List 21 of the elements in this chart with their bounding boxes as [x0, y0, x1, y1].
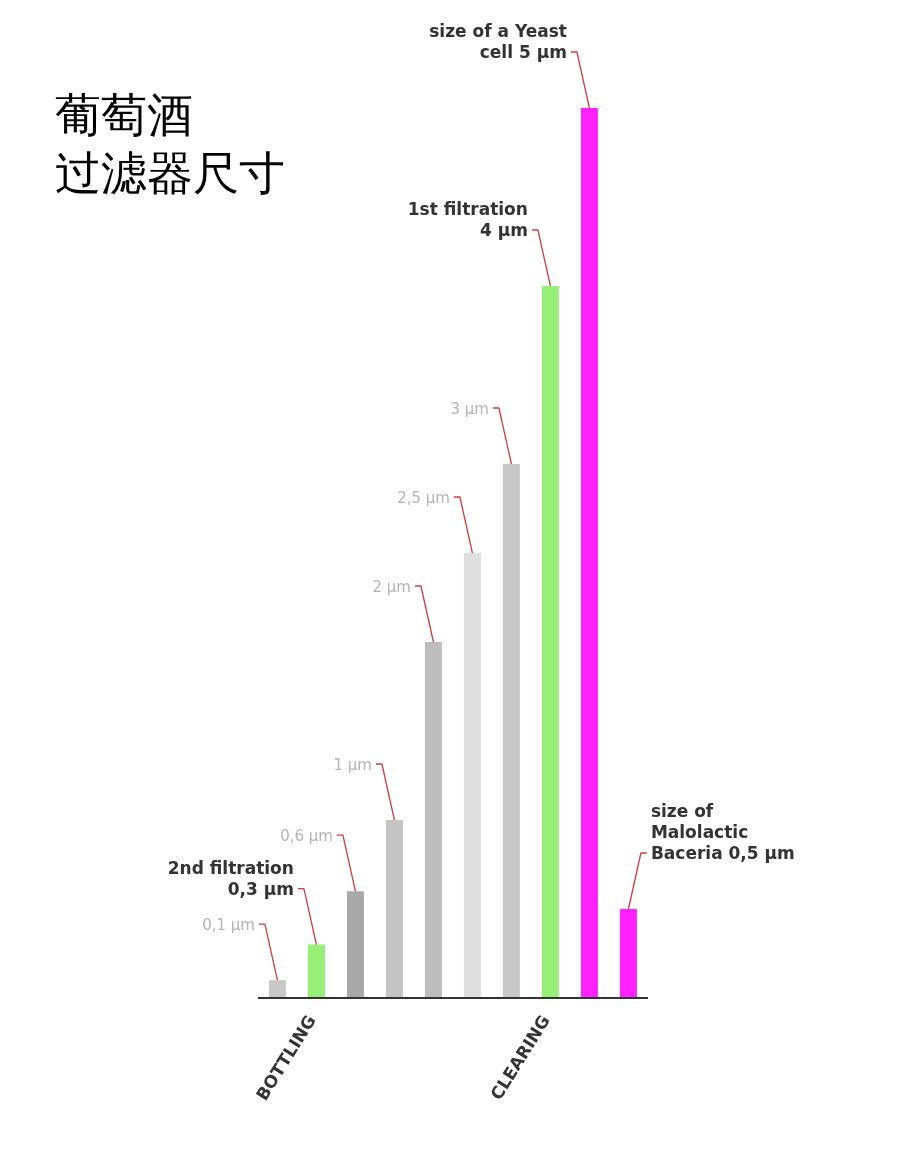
- data-label: 1 µm: [333, 756, 372, 774]
- data-label: 1st filtration 4 µm: [407, 199, 528, 240]
- data-label: size of a Yeast cell 5 µm: [429, 21, 567, 62]
- data-label: 3 µm: [450, 400, 489, 418]
- bar: [385, 820, 403, 998]
- data-label: 2 µm: [372, 578, 411, 596]
- data-label: size of Malolactic Baceria 0,5 µm: [650, 801, 795, 863]
- data-label: 2,5 µm: [397, 489, 450, 507]
- chart-title: 葡萄酒过滤器尺寸: [55, 87, 285, 202]
- bar: [541, 286, 559, 998]
- data-label: 2nd filtration 0,3 µm: [167, 857, 294, 899]
- bar: [580, 108, 598, 998]
- bar: [463, 553, 481, 998]
- bar: [424, 642, 442, 998]
- bar: [268, 980, 286, 998]
- bar: [502, 464, 520, 998]
- bar: [346, 891, 364, 998]
- data-label: 0,1 µm: [202, 916, 255, 935]
- data-label: 0,6 µm: [280, 827, 333, 846]
- bar: [619, 909, 637, 998]
- bar: [307, 944, 325, 998]
